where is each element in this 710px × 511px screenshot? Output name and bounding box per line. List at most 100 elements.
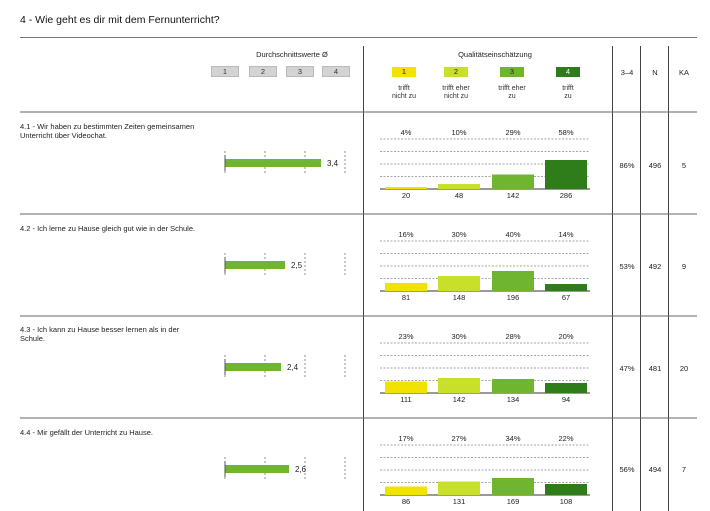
q1-avg-label: 3,4 xyxy=(327,159,339,168)
q4-count-1: 86 xyxy=(402,497,410,506)
q1-count-1: 20 xyxy=(402,191,410,200)
q2-count-4: 67 xyxy=(562,293,570,302)
category-1-box: 1 xyxy=(392,67,416,77)
q2-count-3: 196 xyxy=(507,293,520,302)
q4-count-3: 169 xyxy=(507,497,520,506)
q1-bar-1 xyxy=(385,187,427,189)
q3-avg-bar xyxy=(225,363,281,371)
q3-percent-4: 20% xyxy=(558,332,573,341)
q4-percent-1: 17% xyxy=(398,434,413,443)
category-1-label: trifft nicht zu xyxy=(382,85,426,101)
category-3-label-line2: zu xyxy=(508,93,516,100)
q2-percent-2: 30% xyxy=(451,230,466,239)
q4-percent-3: 34% xyxy=(505,434,520,443)
q4-percent-2: 27% xyxy=(451,434,466,443)
category-3-number: 3 xyxy=(509,67,515,76)
q2-n: 492 xyxy=(648,262,662,271)
category-1-number: 1 xyxy=(401,67,407,76)
q2-ka: 9 xyxy=(681,262,687,271)
question-4-3-text: 4.3 - Ich kann zu Hause besser lernen al… xyxy=(20,325,220,343)
divider-n-ka xyxy=(668,46,669,511)
quality-column-title: Qualitätseinschätzung xyxy=(458,50,532,59)
question-4-4-line1: 4.4 - Mir gefällt der Unterricht zu Haus… xyxy=(20,428,153,437)
q1-count-2: 48 xyxy=(455,191,463,200)
category-2-number: 2 xyxy=(453,67,459,76)
q2-bar-3 xyxy=(492,271,534,291)
q2-percent-4: 14% xyxy=(558,230,573,239)
q2-avg-bar xyxy=(225,261,285,269)
q4-share-34: 56% xyxy=(619,465,635,474)
q4-bar-2 xyxy=(438,481,480,495)
q4-ka: 7 xyxy=(681,465,687,474)
q1-percent-2: 10% xyxy=(451,128,466,137)
category-2-box: 2 xyxy=(444,67,468,77)
q1-percent-1: 4% xyxy=(401,128,412,137)
category-2-label-line1: trifft eher xyxy=(442,85,470,92)
q2-bar-4 xyxy=(545,284,587,291)
q1-share-34: 86% xyxy=(619,161,635,170)
q2-share-34: 53% xyxy=(619,262,635,271)
q3-percent-1: 23% xyxy=(398,332,413,341)
question-4-1-line2: Unterricht über Videochat. xyxy=(20,131,107,140)
q3-percent-2: 30% xyxy=(451,332,466,341)
q4-bar-1 xyxy=(385,486,427,495)
q3-n: 481 xyxy=(648,364,662,373)
category-2-label-line2: nicht zu xyxy=(443,93,469,100)
q3-percent-3: 28% xyxy=(505,332,520,341)
section-title: 4 - Wie geht es dir mit dem Fernunterric… xyxy=(20,14,220,26)
q3-ka: 20 xyxy=(679,364,689,373)
avg-scale-1: 1 xyxy=(211,66,239,77)
q3-bar-2 xyxy=(438,378,480,393)
category-4-number: 4 xyxy=(565,67,571,76)
category-4-label-line2: zu xyxy=(564,93,572,100)
q2-percent-1: 16% xyxy=(398,230,413,239)
q1-percent-3: 29% xyxy=(505,128,520,137)
q1-bar-4 xyxy=(545,160,587,189)
q3-bar-3 xyxy=(492,379,534,393)
divider-34-n xyxy=(640,46,641,511)
category-4-box: 4 xyxy=(556,67,580,77)
question-4-4-text: 4.4 - Mir gefällt der Unterricht zu Haus… xyxy=(20,428,220,437)
q2-percent-3: 40% xyxy=(505,230,520,239)
divider-avg-quality xyxy=(363,46,364,511)
q1-bar-2 xyxy=(438,184,480,189)
q4-bar-3 xyxy=(492,478,534,495)
q1-n: 496 xyxy=(648,161,662,170)
q2-avg-label: 2,5 xyxy=(291,261,303,270)
q4-n: 494 xyxy=(648,465,662,474)
category-4-label-line1: trifft xyxy=(562,85,574,92)
avg-scale-2: 2 xyxy=(249,66,277,77)
q1-ka: 5 xyxy=(681,161,687,170)
q2-bar-2 xyxy=(438,276,480,291)
q3-share-34: 47% xyxy=(619,364,635,373)
q4-avg-label: 2,6 xyxy=(295,465,307,474)
q3-avg-label: 2,4 xyxy=(287,363,299,372)
q2-count-2: 148 xyxy=(453,293,466,302)
col-header-ka: KA xyxy=(678,68,689,77)
col-header-n: N xyxy=(652,68,658,77)
q1-bar-3 xyxy=(492,174,534,189)
question-4-2-line1: 4.2 - Ich lerne zu Hause gleich gut wie … xyxy=(20,224,196,233)
q3-bar-4 xyxy=(545,383,587,393)
question-4-1-text: 4.1 - Wir haben zu bestimmten Zeiten gem… xyxy=(20,122,220,140)
avg-column-title: Durchschnittswerte Ø xyxy=(256,50,328,59)
category-4-label: trifft zu xyxy=(546,85,590,101)
col-header-34: 3–4 xyxy=(620,68,634,77)
divider-quality-stats xyxy=(612,46,613,511)
question-4-2-text: 4.2 - Ich lerne zu Hause gleich gut wie … xyxy=(20,224,220,233)
question-4-3-line2: Schule. xyxy=(20,334,46,343)
q3-count-2: 142 xyxy=(453,395,466,404)
q3-bar-1 xyxy=(385,381,427,393)
q1-count-4: 286 xyxy=(560,191,573,200)
avg-scale-3: 3 xyxy=(286,66,314,77)
category-1-label-line1: trifft xyxy=(398,85,410,92)
q2-bar-1 xyxy=(385,283,427,291)
q3-count-1: 111 xyxy=(400,395,411,404)
q1-count-3: 142 xyxy=(507,191,520,200)
q3-count-4: 94 xyxy=(562,395,570,404)
category-2-label: trifft eher nicht zu xyxy=(434,85,478,101)
q4-avg-bar xyxy=(225,465,289,473)
category-3-label: trifft eher zu xyxy=(490,85,534,101)
q4-bar-4 xyxy=(545,484,587,495)
